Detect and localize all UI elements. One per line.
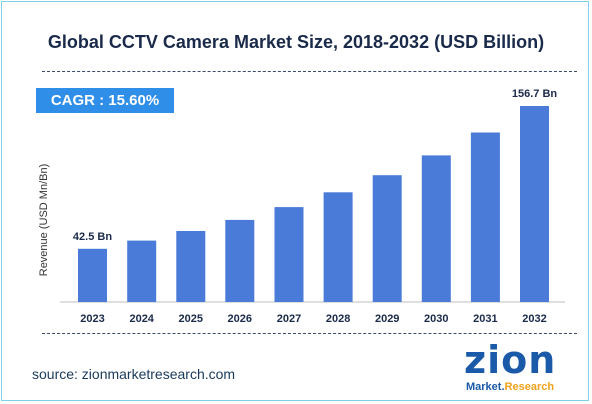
x-tick-label-2024: 2024 (129, 313, 154, 325)
bar-2030 (421, 155, 451, 302)
x-tick-label-2023: 2023 (80, 313, 104, 325)
bar-2029 (372, 175, 402, 302)
title-divider (42, 71, 577, 72)
cagr-badge: CAGR : 15.60% (36, 88, 174, 113)
x-tick-label-2030: 2030 (424, 313, 448, 325)
x-tick-label-2026: 2026 (228, 313, 252, 325)
bar-chart: 2023 2024 2025 2026 2027 2028 2029 2030 2031 2032… (60, 88, 565, 325)
logo-wordmark: zion (464, 338, 557, 382)
x-tick-label-2025: 2025 (179, 313, 203, 325)
x-tick-label-2029: 2029 (375, 313, 399, 325)
bar-2024 (127, 240, 157, 302)
footer-divider (42, 333, 577, 334)
logo-subtitle-accent: Research (504, 381, 555, 393)
x-tick-label-2027: 2027 (277, 313, 301, 325)
bar-2026 (225, 219, 255, 302)
logo-subtitle-main: Market. (466, 381, 505, 393)
logo-subtitle: Market.Research (466, 381, 554, 393)
x-tick-label-2031: 2031 (473, 313, 497, 325)
chart-title: Global CCTV Camera Market Size, 2018-203… (47, 32, 545, 52)
data-label-2023: 42.5 Bn (73, 231, 112, 243)
bar-2028 (323, 192, 353, 302)
bar-2027 (274, 207, 304, 302)
bar-2032 (520, 106, 549, 302)
bar-2025 (176, 231, 206, 302)
x-tick-label-2028: 2028 (326, 313, 350, 325)
source-note: source: zionmarketresearch.com (32, 366, 236, 382)
zion-logo: zion Market.Research (464, 340, 582, 398)
data-label-2032: 156.7 Bn (512, 88, 558, 100)
x-tick-label-2032: 2032 (522, 313, 546, 325)
bar-2023 (78, 248, 107, 302)
bar-2031 (470, 132, 500, 302)
